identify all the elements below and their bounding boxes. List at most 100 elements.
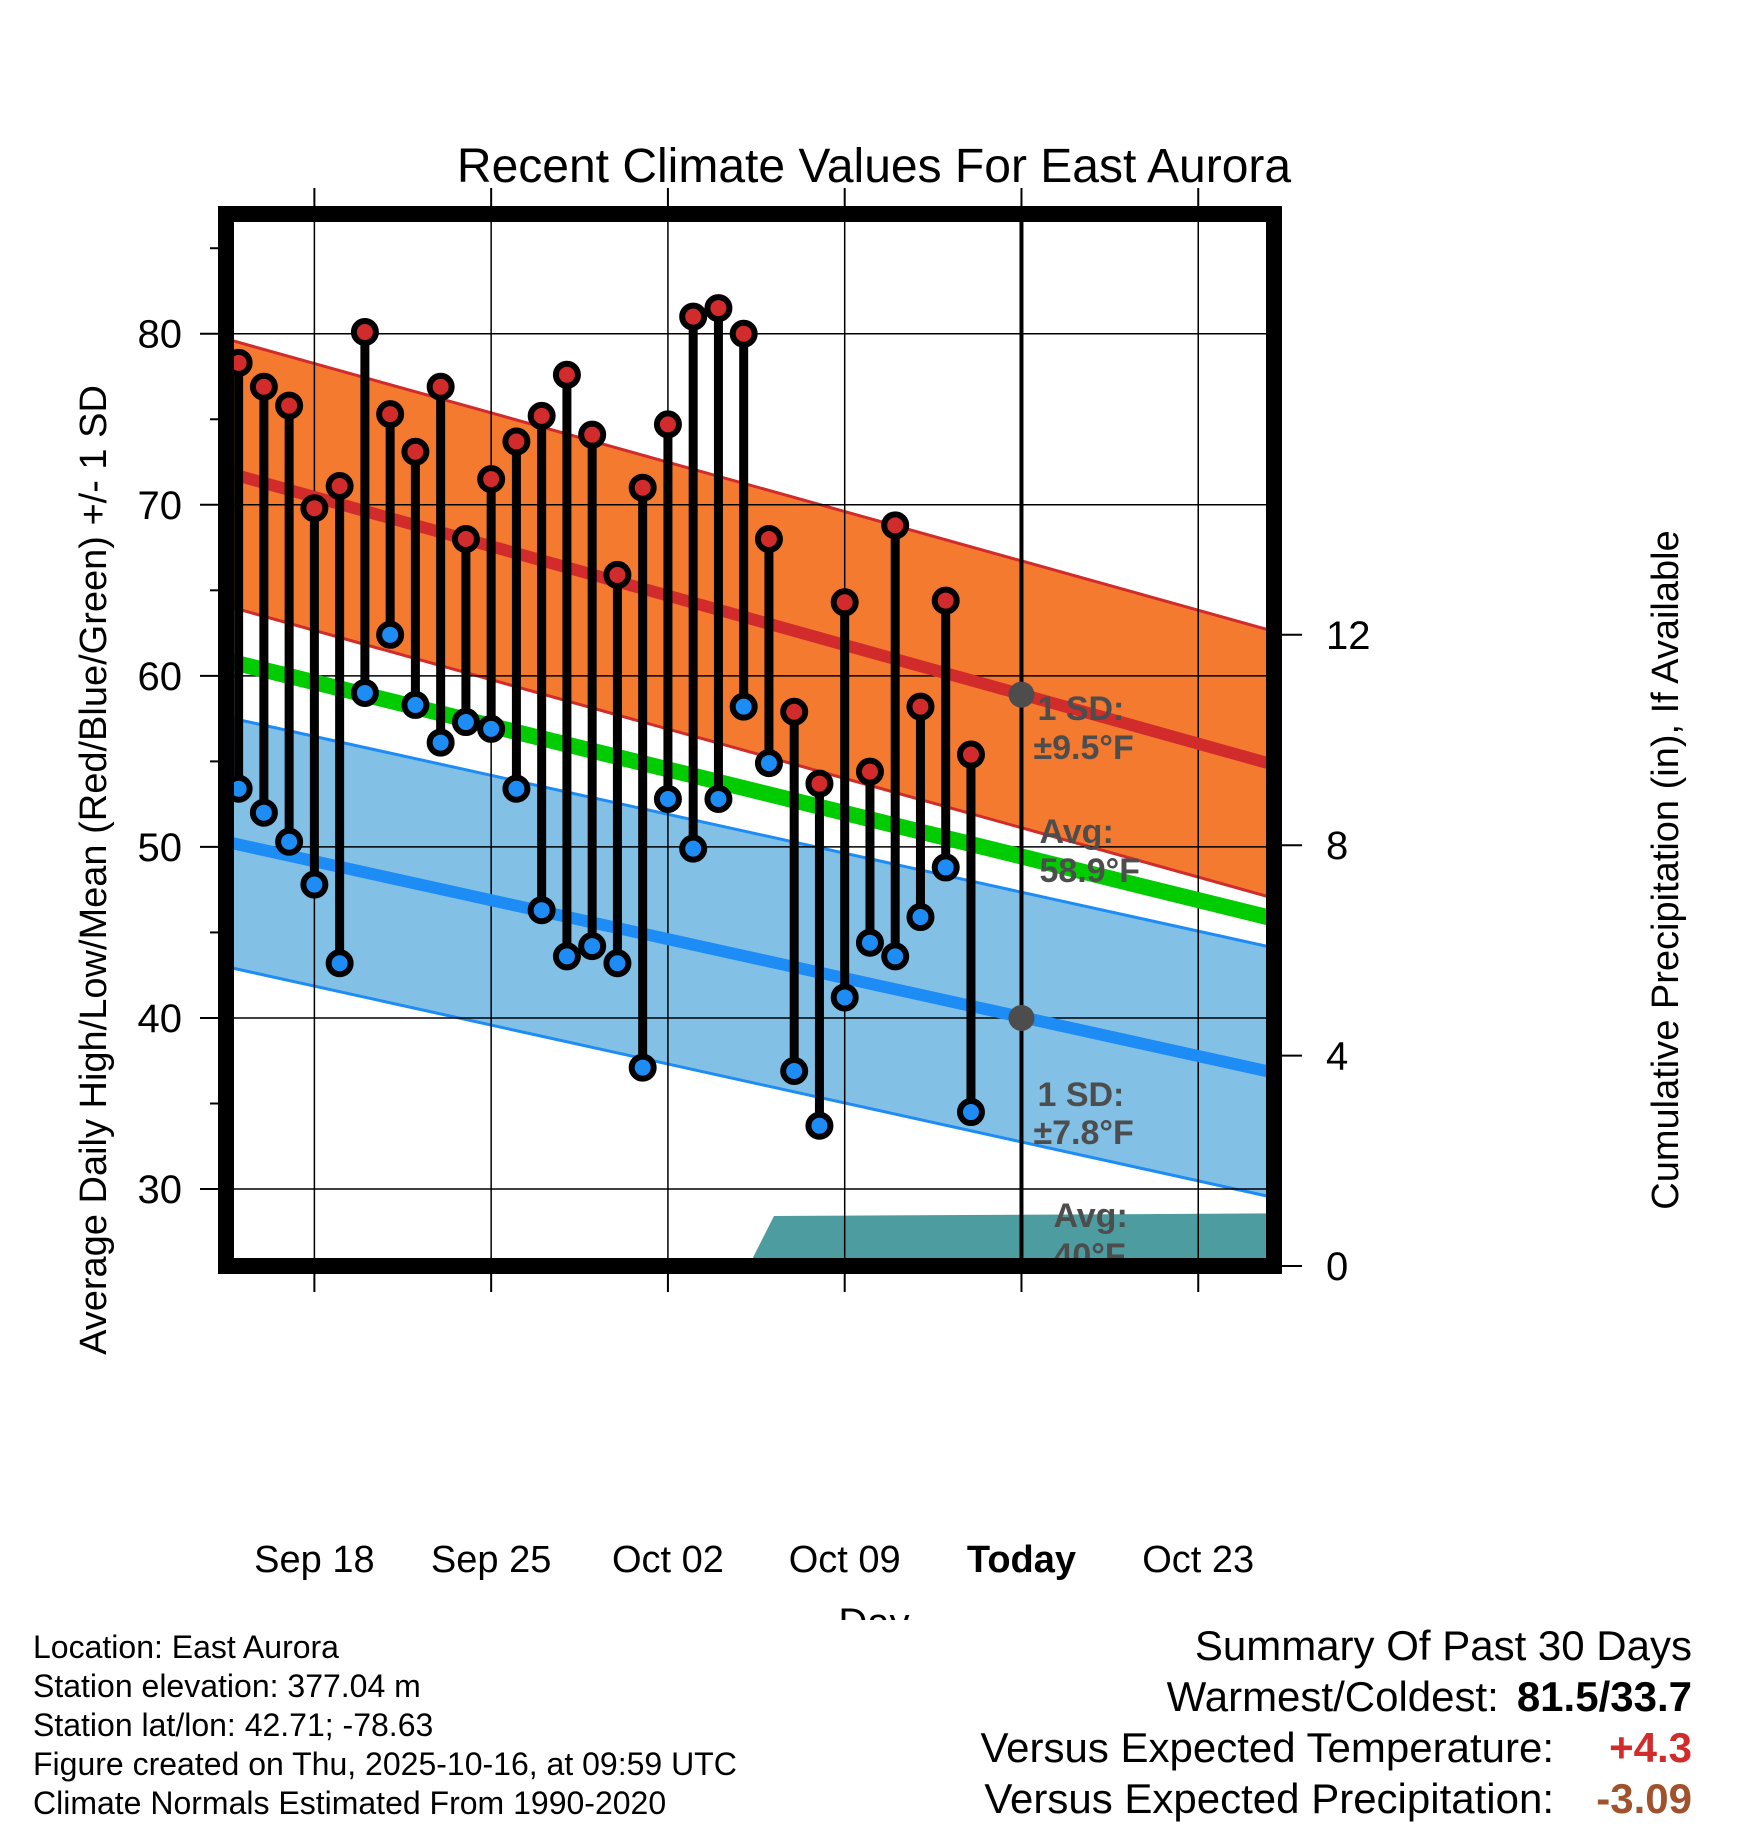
precip-anomaly-value: -3.09 <box>1596 1775 1692 1822</box>
daily-low-point <box>325 949 354 978</box>
daily-low-point <box>300 870 329 899</box>
daily-low-point <box>376 620 405 649</box>
daily-low-point <box>805 1111 834 1140</box>
daily-high-point <box>729 319 758 348</box>
x-axis-label: Day <box>838 1601 909 1620</box>
y-tick-label: 50 <box>138 826 183 870</box>
high-avg-marker <box>1008 681 1035 708</box>
y2-tick-label: 12 <box>1326 614 1371 658</box>
daily-high-point <box>628 473 657 502</box>
daily-high-point <box>376 400 405 429</box>
daily-high-point <box>350 318 379 347</box>
y2-tick-label: 0 <box>1326 1245 1348 1289</box>
daily-low-point <box>704 785 733 814</box>
daily-low-point <box>578 932 607 961</box>
low-avg-label: Avg: <box>1053 1197 1127 1235</box>
daily-low-point <box>855 928 884 957</box>
daily-high-point <box>275 391 304 420</box>
temp-anomaly-label: Versus Expected Temperature: <box>980 1724 1554 1771</box>
high-avg-label: Avg: <box>1039 813 1113 851</box>
location-text: Location: East Aurora <box>33 1629 339 1665</box>
daily-low-point <box>552 942 581 971</box>
daily-low-point <box>881 942 910 971</box>
normal-high-line <box>226 466 1274 771</box>
warm-cold-value: 81.5/33.7 <box>1516 1673 1692 1720</box>
daily-high-point <box>578 420 607 449</box>
y-tick-label: 80 <box>138 313 183 357</box>
daily-low-point <box>653 785 682 814</box>
daily-high-point <box>679 302 708 331</box>
daily-low-point <box>729 692 758 721</box>
y-tick-label: 60 <box>138 655 183 699</box>
chart-title: Recent Climate Values For East Aurora <box>457 140 1291 193</box>
summary-panel: Summary Of Past 30 Days Warmest/Coldest:… <box>980 1620 1692 1824</box>
daily-high-point <box>325 471 354 500</box>
daily-low-point <box>628 1053 657 1082</box>
high-sd-label: 1 SD: <box>1037 690 1124 728</box>
daily-high-point <box>881 511 910 540</box>
daily-high-point <box>401 437 430 466</box>
daily-low-point <box>401 690 430 719</box>
x-tick-label: Oct 09 <box>789 1539 901 1581</box>
y-tick-label: 40 <box>138 997 183 1041</box>
daily-high-point <box>780 697 809 726</box>
daily-high-point <box>855 757 884 786</box>
daily-high-point <box>704 294 733 323</box>
summary-precip-row: Versus Expected Precipitation: -3.09 <box>980 1773 1692 1824</box>
daily-high-point <box>502 427 531 456</box>
low-sd-label: 1 SD: <box>1037 1076 1124 1114</box>
latlon-text: Station lat/lon: 42.71; -78.63 <box>33 1707 434 1743</box>
created-text: Figure created on Thu, 2025-10-16, at 09… <box>33 1746 737 1782</box>
daily-high-point <box>956 740 985 769</box>
days-unit-label: Days <box>1033 1422 1114 1460</box>
x-tick-label: Sep 18 <box>254 1539 374 1581</box>
daily-high-point <box>451 525 480 554</box>
temp-anomaly-value: +4.3 <box>1609 1724 1692 1771</box>
daily-high-point <box>527 401 556 430</box>
daily-high-point <box>830 588 859 617</box>
daily-low-point <box>780 1056 809 1085</box>
normal-mean-line <box>226 652 1274 927</box>
daily-low-point <box>603 949 632 978</box>
daily-high-point <box>426 372 455 401</box>
station-info: Location: East Aurora Station elevation:… <box>33 1628 737 1823</box>
high-sd-value: ±9.5°F <box>1033 729 1133 767</box>
summary-heading: Summary Of Past 30 Days <box>1194 1622 1692 1669</box>
precipitation-area <box>226 1213 1274 1266</box>
normals-text: Climate Normals Estimated From 1990-2020 <box>33 1785 667 1821</box>
daily-high-point <box>300 494 329 523</box>
daily-high-point <box>906 692 935 721</box>
daily-low-point <box>275 827 304 856</box>
daily-high-point <box>931 586 960 615</box>
climate-chart: Recent Climate Values For East Aurora 1 … <box>73 140 1687 1620</box>
daily-low-point <box>754 749 783 778</box>
daily-high-point <box>249 372 278 401</box>
x-tick-label: Sep 25 <box>431 1539 551 1581</box>
plot-frame <box>218 206 1282 1274</box>
daily-high-point <box>805 769 834 798</box>
daily-low-point <box>426 728 455 757</box>
daily-low-point <box>350 678 379 707</box>
daily-high-point <box>477 465 506 494</box>
summary-warm-cold-row: Warmest/Coldest: 81.5/33.7 <box>980 1671 1692 1722</box>
daily-low-point <box>830 983 859 1012</box>
daily-low-point <box>249 798 278 827</box>
x-tick-label: Today <box>967 1539 1076 1581</box>
daily-high-point <box>754 525 783 554</box>
y2-axis-label: Cumulative Precipitation (in), If Availa… <box>1645 530 1687 1209</box>
daily-low-point <box>451 708 480 737</box>
y-tick-label: 30 <box>138 1168 183 1212</box>
summary-temp-row: Versus Expected Temperature: +4.3 <box>980 1722 1692 1773</box>
y-axis-label: Average Daily High/Low/Mean (Red/Blue/Gr… <box>73 385 115 1355</box>
y2-tick-label: 8 <box>1326 824 1348 868</box>
daily-low-point <box>477 714 506 743</box>
daily-high-point <box>603 560 632 589</box>
daily-low-point <box>502 774 531 803</box>
daily-low-point <box>906 903 935 932</box>
daily-high-point <box>552 360 581 389</box>
days-count-label: 30 <box>1033 1383 1071 1421</box>
daily-high-point <box>653 410 682 439</box>
daily-low-point <box>527 896 556 925</box>
x-tick-label: Oct 02 <box>612 1539 724 1581</box>
